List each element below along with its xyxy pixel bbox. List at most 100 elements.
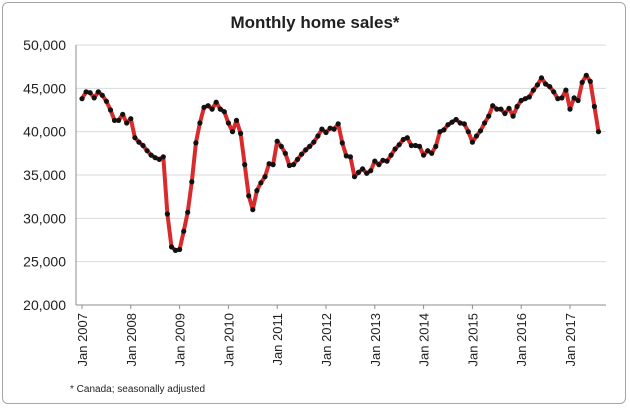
data-point bbox=[164, 211, 170, 217]
data-point bbox=[339, 140, 345, 146]
data-point bbox=[482, 120, 488, 126]
data-point bbox=[437, 129, 443, 135]
data-point bbox=[160, 154, 166, 160]
data-point bbox=[319, 126, 325, 132]
data-point bbox=[262, 174, 268, 180]
data-point bbox=[522, 96, 528, 102]
data-point bbox=[477, 128, 484, 134]
data-point bbox=[465, 129, 471, 135]
data-point bbox=[103, 98, 109, 104]
data-point bbox=[209, 106, 215, 112]
data-point bbox=[502, 110, 508, 117]
data-point bbox=[595, 129, 602, 135]
data-point bbox=[355, 169, 362, 175]
data-point bbox=[433, 143, 439, 149]
data-point bbox=[95, 89, 101, 95]
data-point bbox=[205, 103, 211, 109]
data-point bbox=[286, 162, 292, 169]
data-point bbox=[567, 106, 573, 112]
data-point bbox=[530, 87, 537, 93]
data-point bbox=[384, 158, 390, 164]
data-point bbox=[425, 148, 431, 154]
data-point bbox=[225, 120, 231, 126]
data-point bbox=[193, 140, 199, 146]
series-sales bbox=[79, 72, 602, 253]
data-point bbox=[534, 82, 541, 88]
y-tick-label: 45,000 bbox=[23, 80, 66, 96]
data-point bbox=[83, 89, 89, 95]
data-point bbox=[111, 117, 118, 123]
data-point bbox=[587, 78, 593, 84]
gridlines bbox=[76, 44, 606, 306]
data-point bbox=[372, 158, 378, 164]
data-point bbox=[494, 106, 500, 112]
data-point bbox=[152, 155, 158, 161]
y-tick-label: 50,000 bbox=[23, 37, 66, 53]
data-point bbox=[148, 152, 154, 158]
data-point bbox=[449, 119, 455, 125]
data-point bbox=[315, 133, 321, 139]
data-point bbox=[294, 156, 301, 162]
data-point bbox=[79, 96, 85, 102]
data-point bbox=[469, 139, 475, 145]
data-point bbox=[107, 107, 114, 113]
data-point bbox=[181, 228, 187, 234]
data-point bbox=[380, 157, 386, 163]
y-tick-label: 40,000 bbox=[23, 124, 66, 140]
data-point bbox=[168, 244, 175, 250]
data-point bbox=[392, 146, 398, 152]
y-tick-label: 25,000 bbox=[23, 254, 66, 270]
data-point bbox=[498, 106, 504, 112]
data-point bbox=[364, 170, 370, 176]
data-point bbox=[290, 162, 297, 168]
data-point bbox=[233, 117, 240, 123]
data-point bbox=[343, 153, 349, 159]
data-point bbox=[538, 75, 545, 81]
data-point bbox=[144, 148, 150, 154]
y-tick-label: 30,000 bbox=[23, 210, 66, 226]
data-point bbox=[506, 105, 512, 111]
chart-footnote: * Canada; seasonally adjusted bbox=[70, 384, 205, 395]
x-tick-label: Jan 2014 bbox=[417, 313, 432, 367]
data-point bbox=[327, 125, 333, 131]
data-point bbox=[335, 121, 341, 127]
data-point bbox=[445, 122, 451, 128]
x-tick-label: Jan 2008 bbox=[124, 313, 139, 367]
data-point bbox=[347, 154, 353, 160]
x-tick-label: Jan 2017 bbox=[563, 313, 578, 367]
data-point bbox=[172, 247, 179, 253]
data-point bbox=[128, 116, 134, 122]
data-point bbox=[360, 166, 366, 172]
data-point bbox=[490, 103, 496, 109]
data-point bbox=[221, 109, 227, 115]
data-point bbox=[120, 111, 126, 117]
data-point bbox=[124, 120, 130, 126]
data-point bbox=[457, 120, 463, 126]
data-point bbox=[376, 162, 382, 168]
data-point bbox=[99, 92, 105, 98]
data-point bbox=[555, 96, 561, 102]
data-point bbox=[514, 103, 520, 110]
data-point bbox=[266, 161, 272, 167]
x-tick-label: Jan 2011 bbox=[270, 313, 285, 366]
chart-title: Monthly home sales* bbox=[230, 13, 399, 32]
data-point bbox=[323, 129, 329, 136]
data-point bbox=[461, 121, 467, 127]
data-point bbox=[201, 104, 207, 110]
data-point bbox=[453, 116, 459, 123]
data-point bbox=[429, 150, 435, 156]
data-point bbox=[408, 142, 414, 149]
data-point bbox=[575, 97, 581, 104]
data-point bbox=[242, 162, 248, 168]
x-tick-label: Jan 2010 bbox=[221, 313, 236, 367]
data-point bbox=[246, 193, 252, 199]
x-tick-label: Jan 2016 bbox=[514, 313, 529, 367]
data-point bbox=[400, 136, 406, 143]
x-tick-labels: Jan 2007 Jan 2008 Jan 2009 Jan 2010 Jan 2011… bbox=[75, 313, 578, 367]
data-point bbox=[136, 139, 142, 145]
data-point bbox=[351, 174, 358, 180]
data-point bbox=[526, 94, 532, 100]
y-tick-labels: 20,000 25,000 30,000 35,000 40,000 45,000 50,0… bbox=[23, 37, 66, 313]
data-point bbox=[217, 106, 223, 112]
data-point bbox=[185, 209, 191, 215]
